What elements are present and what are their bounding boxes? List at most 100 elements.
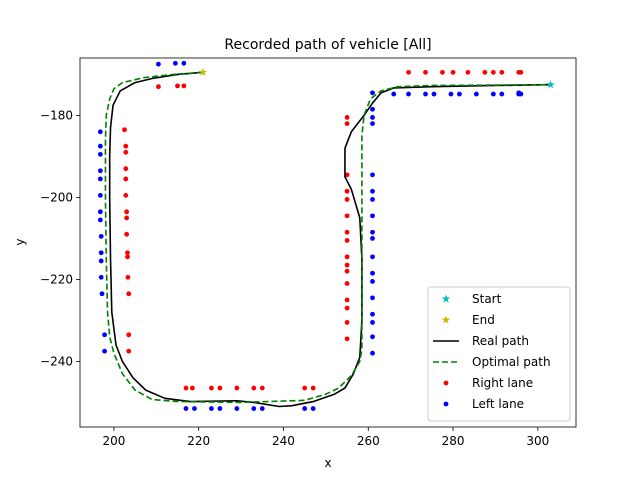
right-lane-point-30 [344, 297, 350, 303]
right-lane-point-1 [175, 83, 180, 89]
end-marker [198, 67, 208, 76]
right-lane-point-14 [125, 274, 131, 280]
right-lane-point-12 [125, 250, 130, 256]
legend-swatch-end [441, 315, 451, 324]
legend-swatch-start [441, 294, 451, 303]
y-axis-label: y [13, 238, 27, 245]
left-lane-point-13 [98, 258, 104, 264]
right-lane-point-19 [189, 385, 195, 391]
left-lane-point-4 [97, 143, 103, 149]
right-lane-point-22 [234, 385, 240, 391]
right-lane-point-36 [344, 229, 350, 235]
left-lane-point-37 [370, 213, 375, 219]
left-lane-point-11 [98, 233, 104, 239]
legend-item-right-lane: Right lane [443, 376, 533, 390]
x-tick-label-200: 200 [102, 434, 125, 448]
left-lane-point-10 [97, 217, 103, 223]
right-lane-point-41 [344, 121, 350, 126]
y-tick-label-220: −220 [40, 272, 73, 286]
left-lane-point-38 [370, 197, 375, 202]
legend-label-left-lane: Left lane [472, 397, 524, 411]
right-lane-point-9 [124, 209, 130, 215]
x-tick-label-220: 220 [187, 434, 210, 448]
left-lane-point-22 [234, 406, 240, 411]
left-lane-point-31 [370, 295, 375, 301]
left-lane-point-0 [156, 61, 161, 67]
x-tick-label-280: 280 [442, 434, 465, 448]
left-lane-point-26 [310, 406, 316, 411]
left-lane-point-40 [370, 172, 375, 178]
series-right-lane [122, 69, 524, 391]
series-optimal-path [104, 71, 551, 404]
left-lane-point-33 [370, 270, 375, 276]
left-lane-point-9 [97, 209, 103, 215]
right-lane-point-10 [124, 215, 130, 221]
right-lane-point-7 [123, 176, 129, 182]
right-lane-point-42 [344, 115, 350, 120]
start-marker [546, 80, 555, 89]
legend-item-start: Start [441, 292, 502, 306]
right-lane-point-47 [465, 69, 471, 75]
left-lane-point-28 [370, 334, 375, 340]
x-tick-label-240: 240 [272, 434, 295, 448]
left-lane-point-7 [97, 176, 103, 182]
right-lane-point-49 [490, 69, 496, 75]
axes-frame [79, 57, 577, 428]
left-lane-point-18 [183, 406, 189, 411]
left-lane-point-8 [97, 192, 103, 198]
left-lane-point-21 [217, 406, 223, 411]
left-lane-point-47 [423, 91, 428, 97]
right-lane-point-39 [344, 188, 350, 194]
left-lane-point-46 [406, 91, 411, 97]
left-lane-point-51 [473, 91, 479, 97]
left-lane-point-34 [370, 254, 375, 260]
left-lane-point-27 [370, 350, 375, 356]
left-lane-point-3 [97, 129, 103, 135]
right-lane-point-35 [344, 238, 350, 243]
right-lane-point-46 [450, 69, 456, 75]
y-tick-label-180: −180 [40, 108, 73, 122]
right-lane-point-33 [344, 262, 350, 268]
left-lane-point-53 [499, 91, 505, 97]
x-axis-label: x [324, 456, 331, 470]
right-lane-point-28 [344, 320, 350, 325]
right-lane-point-25 [302, 385, 308, 391]
legend-label-optimal-path: Optimal path [472, 355, 551, 369]
x-tick-label-260: 260 [357, 434, 380, 448]
left-lane-point-5 [97, 151, 103, 157]
left-lane-point-48 [431, 91, 437, 97]
right-lane-point-6 [123, 166, 129, 172]
left-lane-point-39 [370, 188, 375, 194]
series-left-lane [97, 60, 524, 411]
right-lane-point-13 [125, 254, 130, 260]
left-lane-point-20 [209, 406, 214, 411]
series-start [546, 80, 555, 89]
left-lane-point-12 [98, 250, 104, 256]
right-lane-point-2 [181, 83, 187, 89]
right-lane-point-40 [344, 172, 350, 178]
left-lane-point-35 [370, 236, 375, 241]
right-lane-point-24 [259, 385, 265, 391]
right-lane-point-20 [209, 385, 214, 391]
right-lane-point-27 [344, 336, 350, 342]
y-tick-label-200: −200 [40, 190, 73, 204]
left-lane-point-6 [97, 168, 103, 174]
plot-area [97, 60, 555, 411]
left-lane-point-41 [370, 121, 375, 126]
legend-box [427, 286, 571, 422]
right-lane-point-45 [440, 69, 445, 75]
left-lane-point-36 [370, 229, 375, 235]
left-lane-point-29 [370, 320, 375, 325]
right-lane-point-18 [183, 385, 189, 391]
legend-label-right-lane: Right lane [472, 376, 533, 390]
legend-item-optimal-path: Optimal path [433, 355, 551, 369]
left-lane-point-32 [370, 279, 375, 284]
legend-item-end: End [441, 313, 495, 327]
x-tick-label-300: 300 [526, 434, 549, 448]
left-lane-point-43 [370, 106, 375, 112]
right-lane-point-8 [123, 192, 129, 198]
legend-item-real-path: Real path [433, 334, 529, 348]
legend-label-real-path: Real path [472, 334, 529, 348]
left-lane-point-15 [99, 291, 105, 297]
